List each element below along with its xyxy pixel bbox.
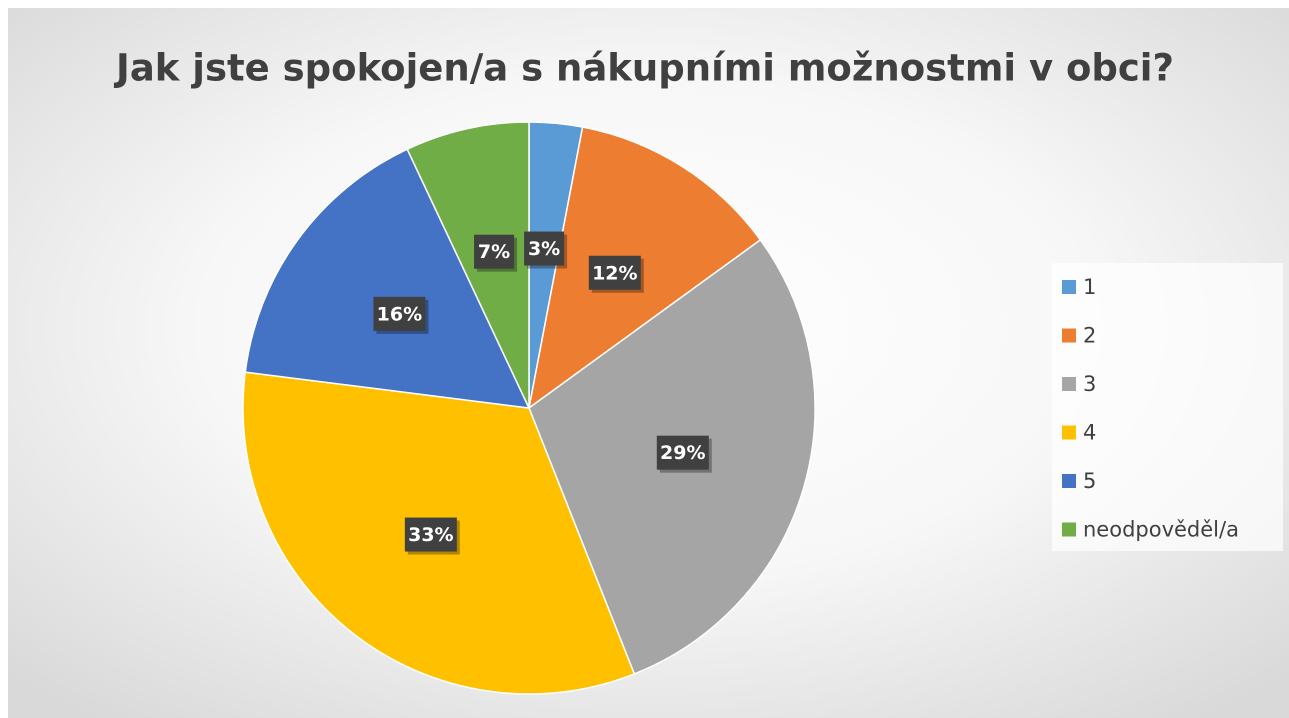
legend-label: 4 [1083,421,1096,445]
data-label: 33% [408,524,453,546]
legend-swatch [1062,425,1076,440]
data-label: 12% [592,262,637,284]
legend-label: 3 [1083,372,1096,396]
legend-label: 2 [1083,324,1096,348]
legend-label: 1 [1083,275,1096,299]
data-label-box [404,517,457,552]
data-label-box [656,435,709,470]
legend-box [1052,263,1283,551]
legend-label: 5 [1083,469,1096,493]
legend-label: neodpověděl/a [1083,518,1239,542]
data-label: 7% [478,241,510,263]
legend-swatch [1062,328,1076,343]
data-label-box [524,231,565,266]
legend-swatch [1062,280,1076,294]
pie-slice [244,148,531,409]
data-label: 29% [660,442,705,464]
data-label: 16% [377,303,422,325]
chart-title: Jak jste spokojen/a s nákupními možnostm… [113,47,1174,90]
data-label: 3% [528,238,560,260]
pie-slice [406,121,530,409]
legend-swatch [1062,474,1076,488]
legend-swatch [1062,522,1076,537]
legend-swatch [1062,377,1076,391]
data-label-box [474,234,515,269]
data-label-box [373,296,426,331]
data-label-box [588,255,641,290]
pie-slice [527,126,762,410]
